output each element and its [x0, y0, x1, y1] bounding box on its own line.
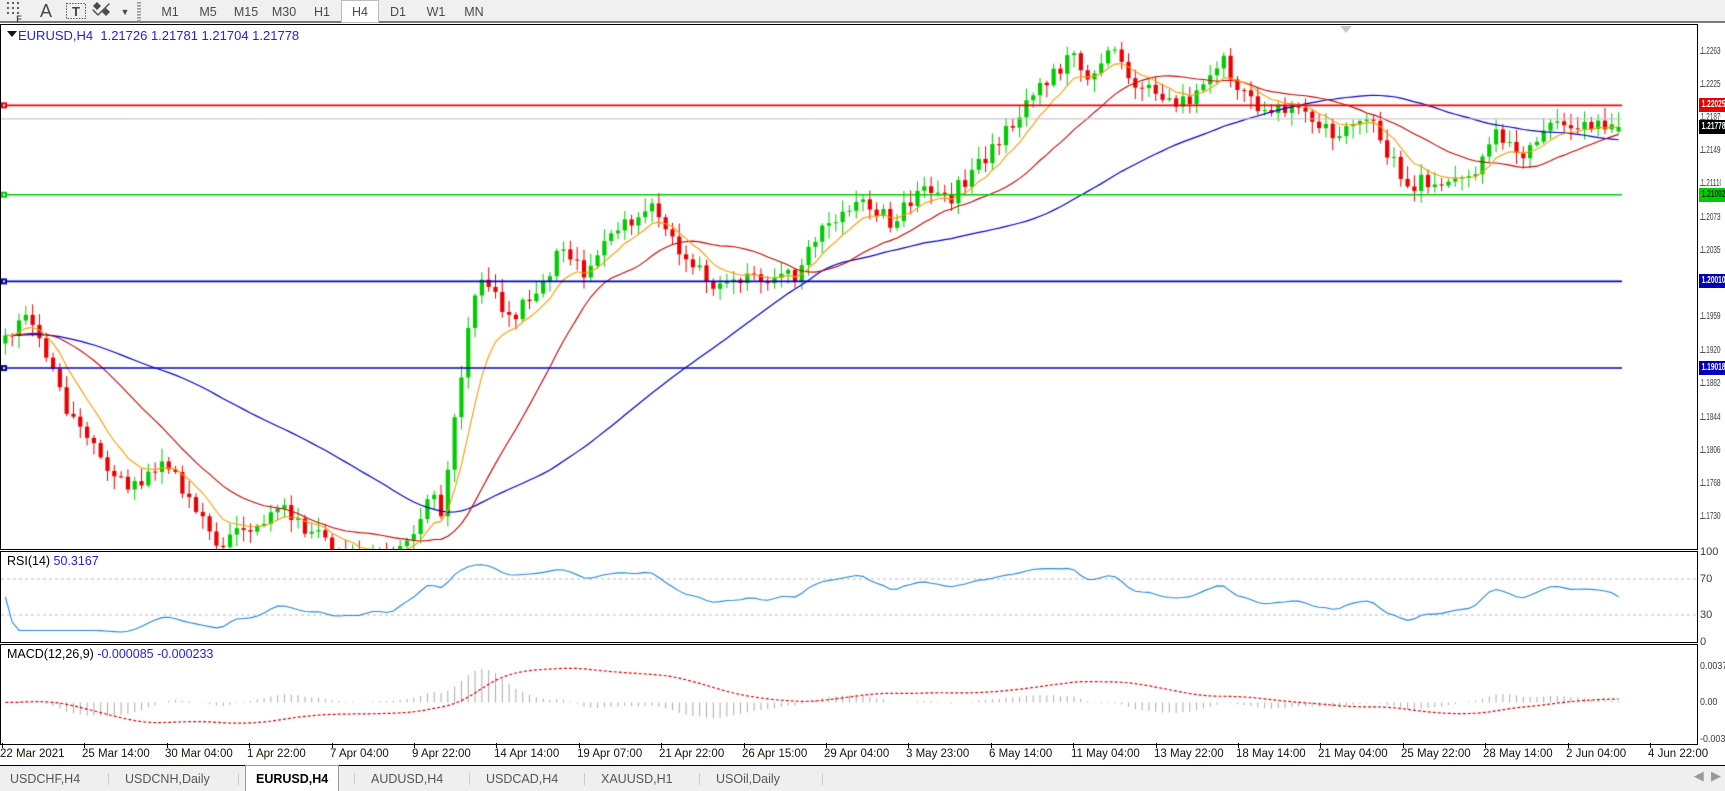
svg-text:T: T — [72, 4, 80, 19]
svg-text:F: F — [16, 14, 22, 22]
